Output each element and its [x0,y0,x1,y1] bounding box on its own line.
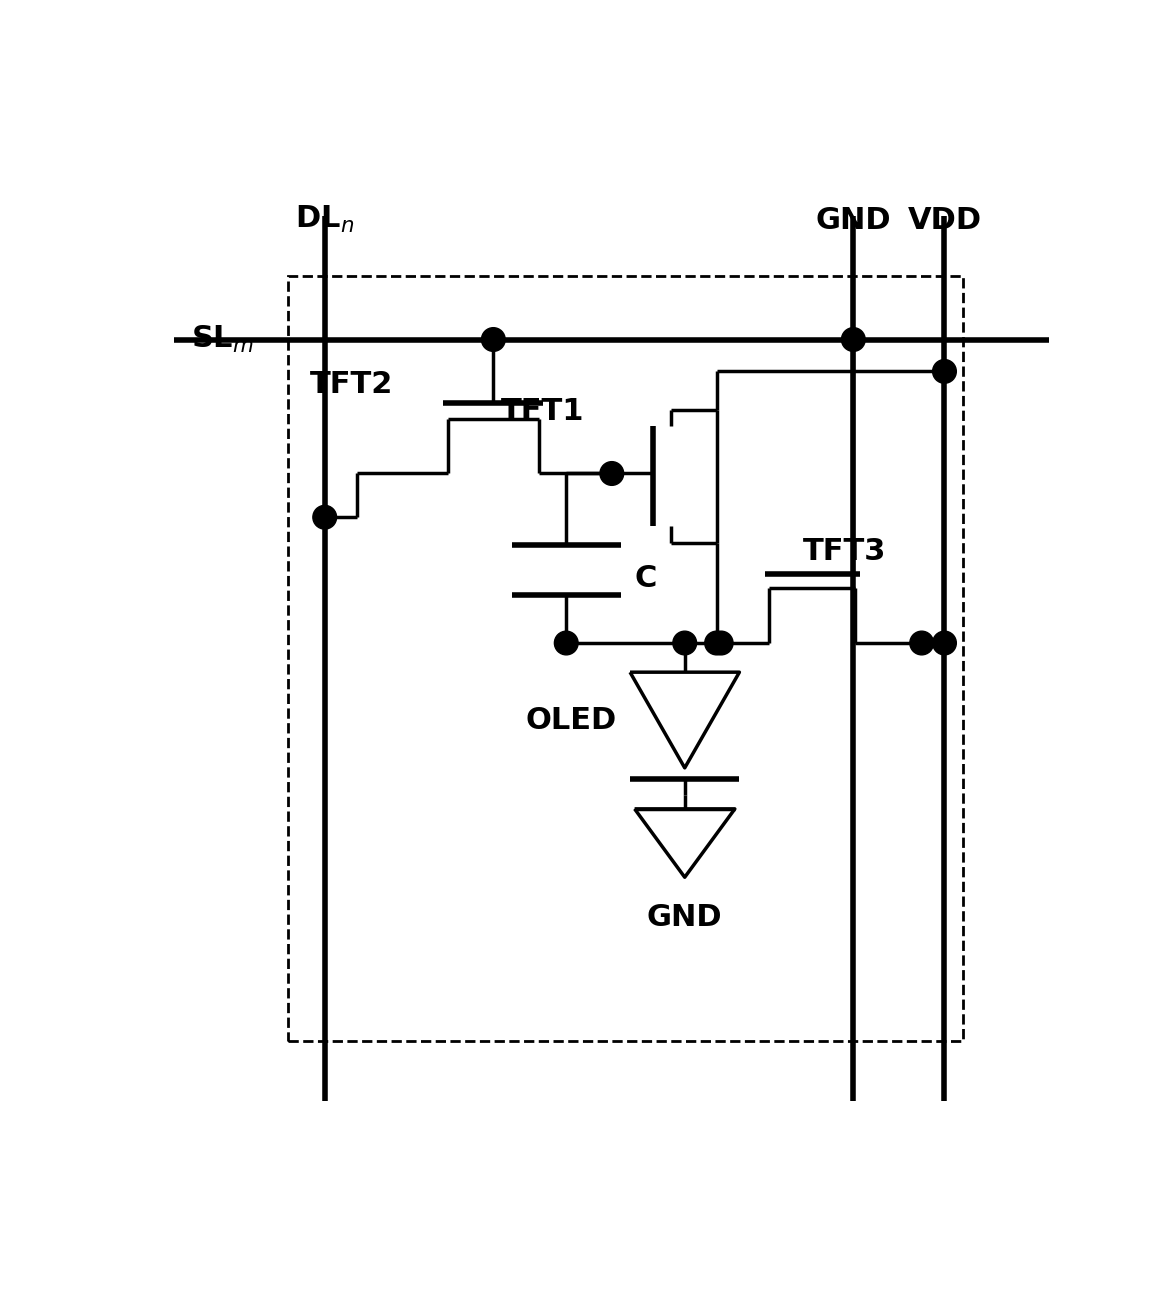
Text: DL$_n$: DL$_n$ [295,204,354,235]
Circle shape [933,632,956,655]
Text: TFT2: TFT2 [309,370,393,399]
Circle shape [481,328,506,352]
Circle shape [554,632,579,655]
Text: TFT1: TFT1 [501,397,584,427]
Circle shape [704,632,728,655]
Bar [288,276,963,1041]
Circle shape [842,328,866,352]
Circle shape [673,632,696,655]
Text: GND: GND [815,206,891,235]
Circle shape [709,632,733,655]
Text: VDD: VDD [908,206,982,235]
Text: GND: GND [647,903,722,932]
Circle shape [313,506,336,529]
Circle shape [933,360,956,383]
Circle shape [910,632,934,655]
Circle shape [600,462,623,486]
Text: C: C [635,565,657,593]
Text: TFT3: TFT3 [803,537,887,566]
Text: OLED: OLED [526,705,616,734]
Text: SL$_m$: SL$_m$ [191,324,254,355]
